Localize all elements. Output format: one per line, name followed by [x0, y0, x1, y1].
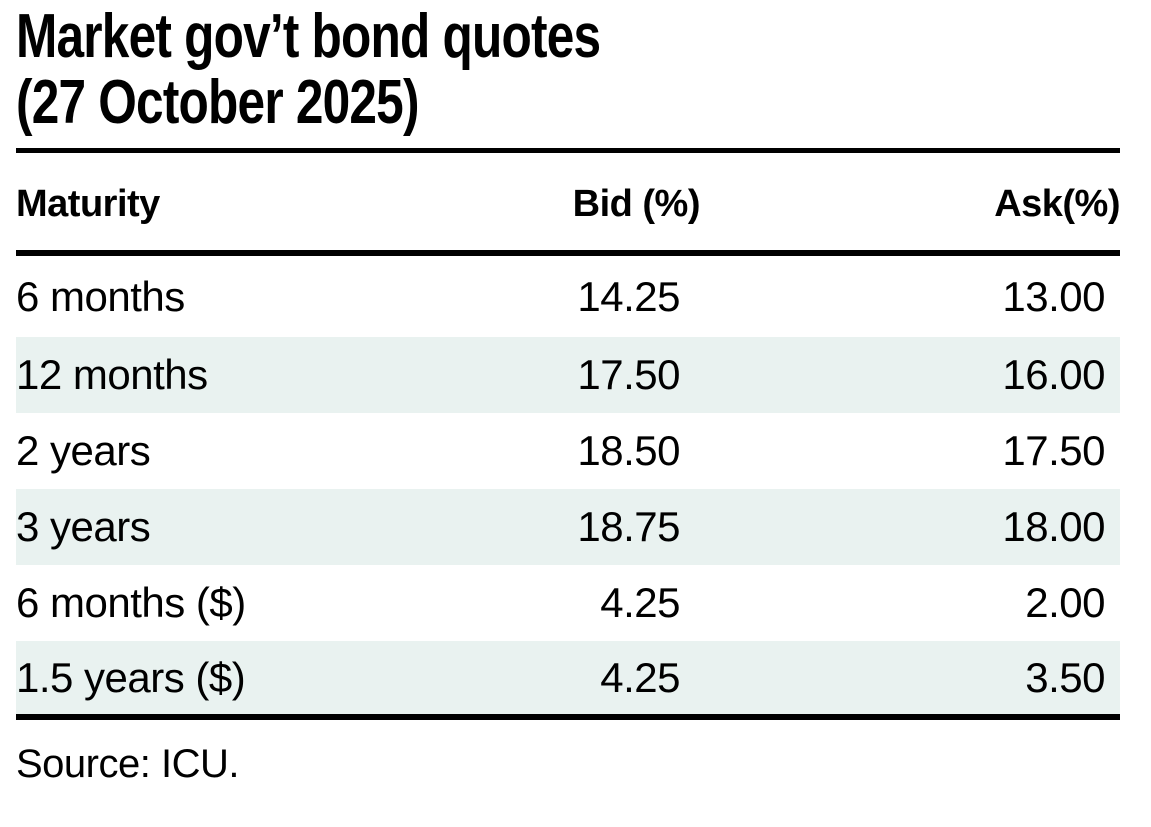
title-line-1: Market gov’t bond quotes — [16, 2, 601, 71]
bond-quotes-table: Maturity Bid (%) Ask(%) 6 months 14.25 1… — [16, 153, 1121, 720]
source-attribution: Source: ICU. — [16, 742, 239, 786]
column-header-bid: Bid (%) — [396, 153, 701, 256]
table-row: 12 months 17.50 16.00 — [16, 337, 1120, 413]
bid-cell: 17.50 — [577, 351, 680, 398]
bond-quotes-figure: Market gov’t bond quotes (27 October 202… — [16, 4, 1121, 786]
table-row: 6 months ($) 4.25 2.00 — [16, 565, 1120, 641]
column-header-ask: Ask(%) — [700, 153, 1121, 256]
page-title: Market gov’t bond quotes (27 October 202… — [16, 4, 1120, 153]
ask-cell: 2.00 — [1025, 579, 1105, 626]
bid-cell: 18.75 — [577, 503, 680, 550]
table-row: 3 years 18.75 18.00 — [16, 489, 1120, 565]
table-row: 6 months 14.25 13.00 — [16, 253, 1120, 337]
ask-cell: 18.00 — [1002, 503, 1105, 550]
table-row: 1.5 years ($) 4.25 3.50 — [16, 641, 1120, 717]
column-header-maturity: Maturity — [16, 153, 396, 256]
bid-cell: 4.25 — [600, 579, 680, 626]
ask-cell: 13.00 — [1002, 272, 1105, 320]
bid-cell: 14.25 — [577, 272, 680, 320]
maturity-cell: 12 months — [16, 351, 208, 398]
maturity-cell: 3 years — [16, 503, 151, 550]
ask-cell: 16.00 — [1002, 351, 1105, 398]
header-row: Maturity Bid (%) Ask(%) — [16, 153, 1121, 256]
maturity-cell: 6 months — [16, 272, 185, 320]
bid-cell: 18.50 — [577, 427, 680, 474]
maturity-cell: 1.5 years ($) — [16, 653, 246, 701]
ask-cell: 3.50 — [1025, 653, 1105, 701]
ask-cell: 17.50 — [1002, 427, 1105, 474]
maturity-cell: 6 months ($) — [16, 579, 246, 626]
bid-cell: 4.25 — [600, 653, 680, 701]
title-line-2: (27 October 2025) — [16, 68, 419, 137]
maturity-cell: 2 years — [16, 427, 151, 474]
table-row: 2 years 18.50 17.50 — [16, 413, 1120, 489]
